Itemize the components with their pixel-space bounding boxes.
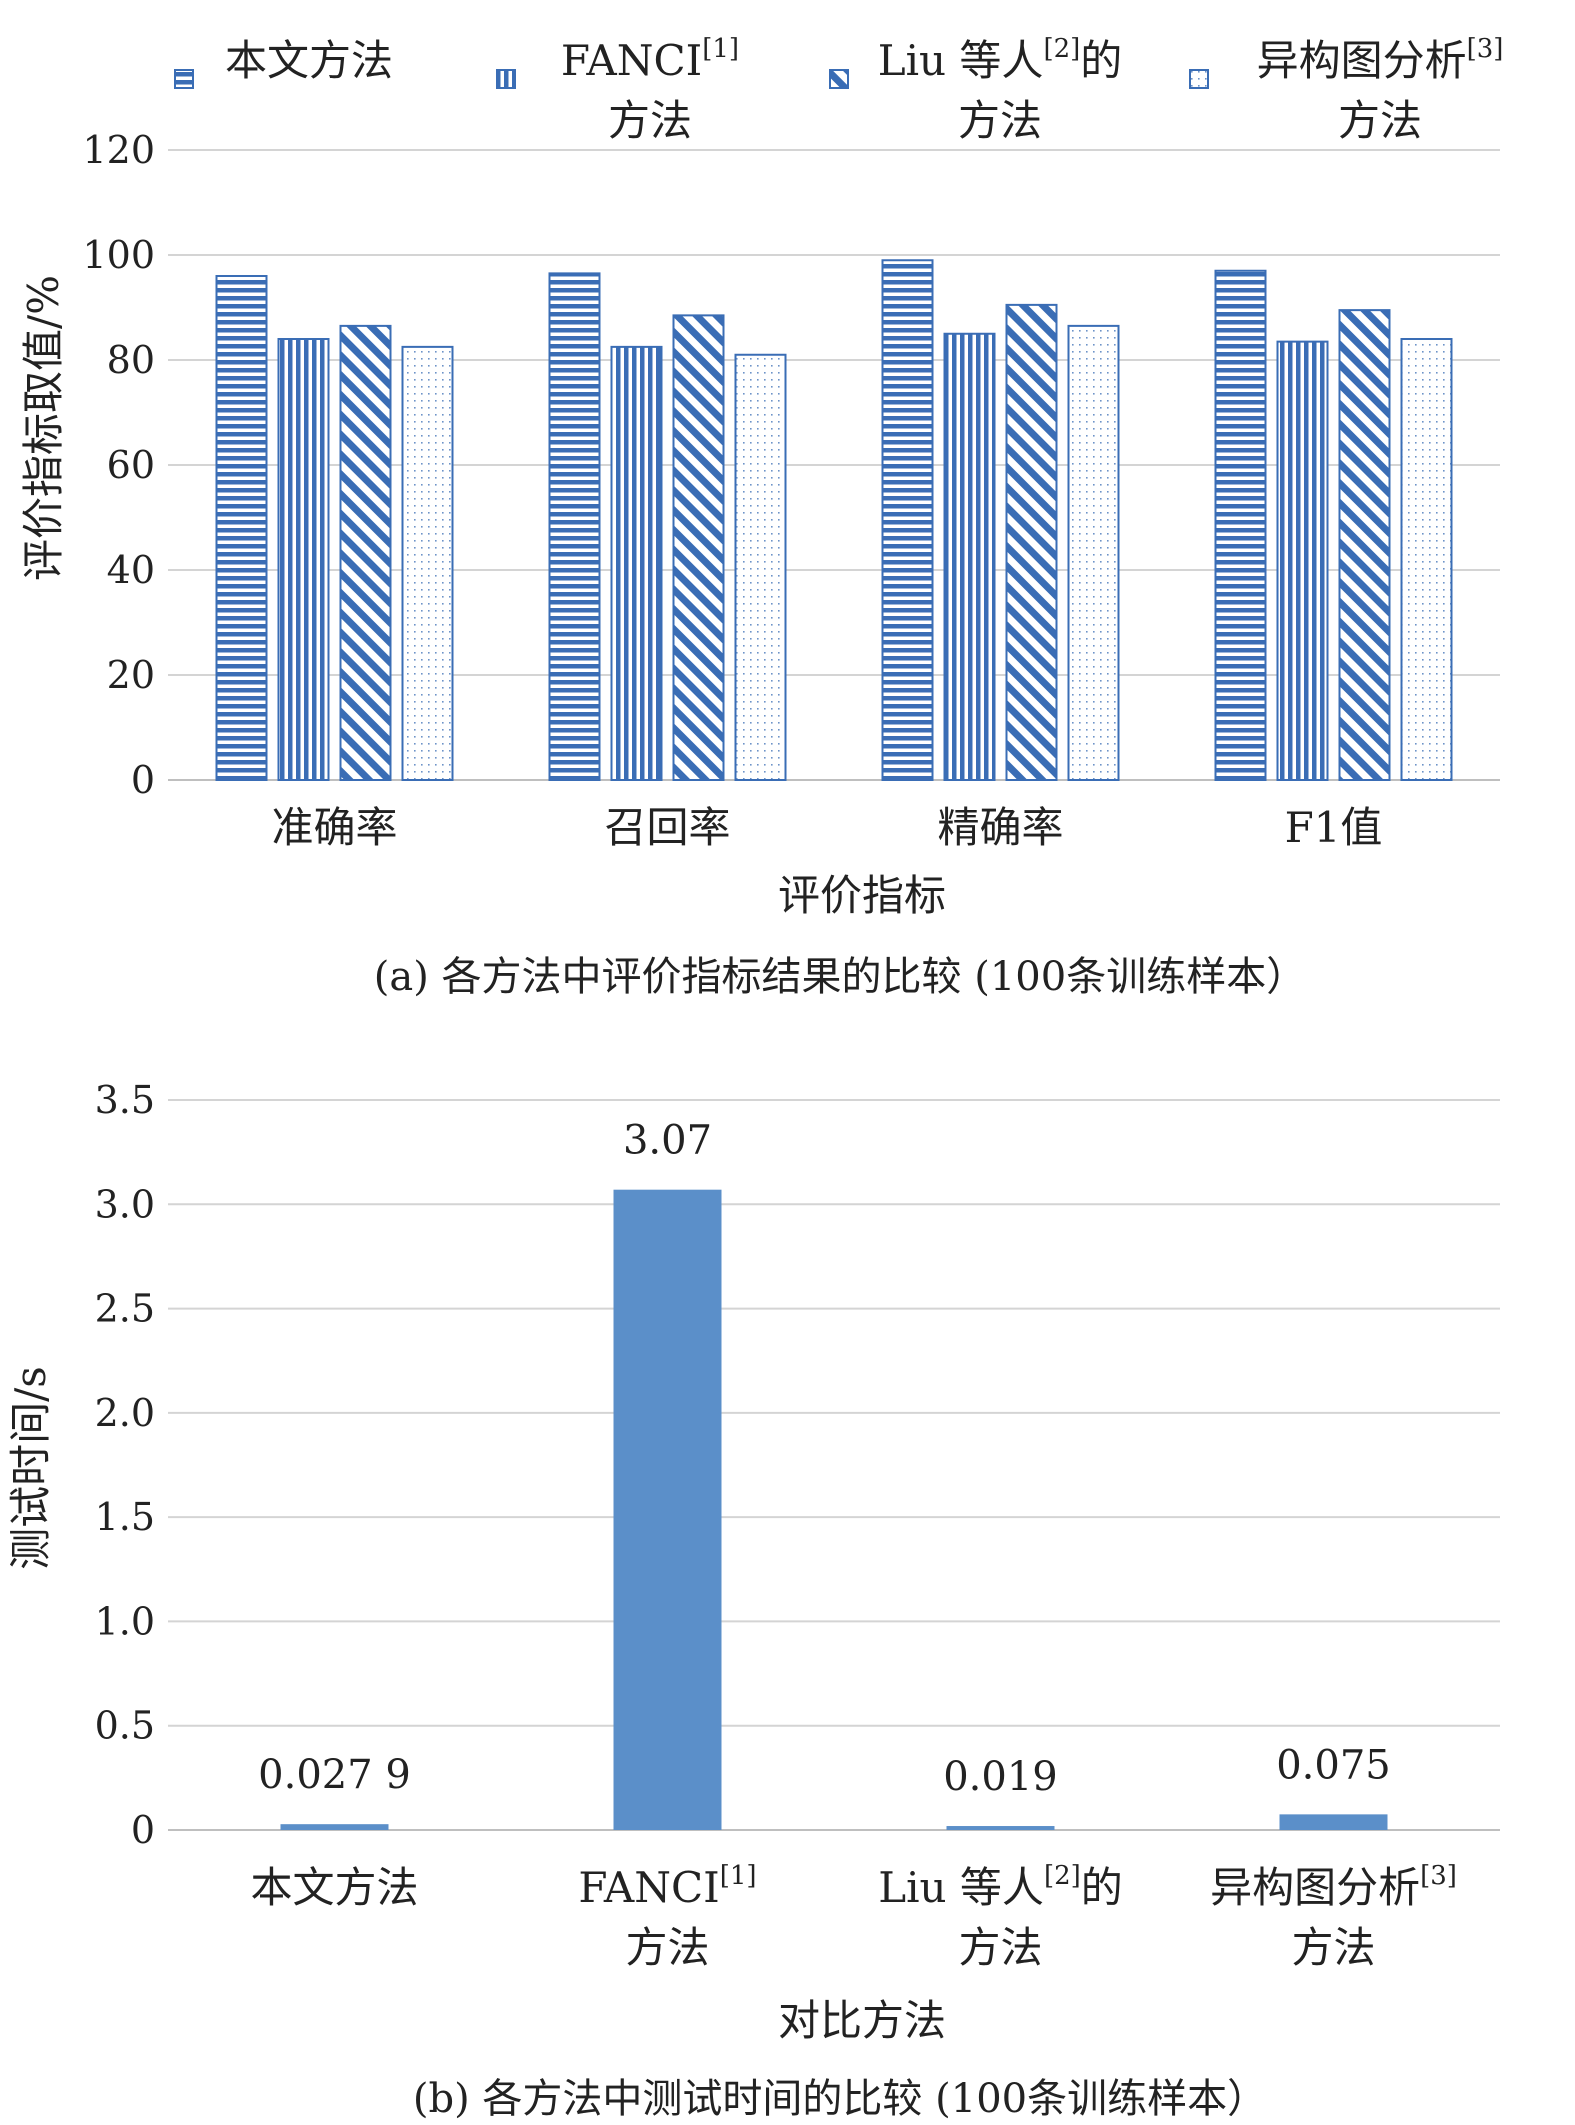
y-tick-label: 1.0 bbox=[95, 1599, 155, 1643]
x-tick-labels: 准确率 召回率 精确率 F1值 bbox=[271, 803, 1382, 852]
grid-lines bbox=[168, 1099, 1500, 1831]
data-label: 0.027 9 bbox=[258, 1752, 411, 1798]
bar-diagonal-1 bbox=[672, 314, 725, 781]
bar-horizontal-3 bbox=[1214, 269, 1267, 781]
legend-swatch-dots bbox=[1189, 69, 1209, 89]
x-tick-label: 准确率 bbox=[271, 803, 397, 852]
legend-label: 方法 bbox=[1338, 96, 1422, 145]
bars bbox=[215, 259, 1453, 781]
y-axis-title: 测试时间/s bbox=[6, 1366, 55, 1570]
x-tick-label: 异构图分析[3] bbox=[1210, 1861, 1457, 1912]
bar-vertical-2 bbox=[943, 332, 996, 781]
y-tick-label: 40 bbox=[107, 548, 155, 592]
legend-swatch-vertical bbox=[496, 69, 516, 89]
x-axis-title: 对比方法 bbox=[778, 1996, 946, 2045]
y-tick-label: 1.5 bbox=[95, 1495, 155, 1539]
bar-vertical-1 bbox=[610, 345, 663, 781]
x-tick-label: 本文方法 bbox=[250, 1863, 418, 1912]
bar-dots-3 bbox=[1400, 338, 1453, 781]
bar-horizontal-1 bbox=[548, 272, 601, 781]
caption-b: (b) 各方法中测试时间的比较 (100条训练样本） bbox=[413, 2076, 1267, 2122]
y-tick-label: 0 bbox=[131, 758, 155, 802]
y-tick-label: 20 bbox=[107, 653, 155, 697]
panel-b-time-chart: 00.51.01.52.02.53.03.5 0.027 93.070.019 0… bbox=[6, 1078, 1500, 2122]
legend-label: 方法 bbox=[608, 96, 692, 145]
x-tick-label: 召回率 bbox=[604, 803, 730, 852]
y-tick-label: 60 bbox=[107, 443, 155, 487]
bars bbox=[280, 1189, 1388, 1830]
x-tick-label: Liu 等人[2]的 bbox=[878, 1861, 1123, 1912]
legend-label: FANCI[1] bbox=[561, 34, 739, 85]
x-tick-label: 方法 bbox=[625, 1923, 709, 1972]
legend-label: 方法 bbox=[958, 96, 1042, 145]
x-tick-label: 精确率 bbox=[937, 803, 1063, 852]
y-tick-label: 2.0 bbox=[95, 1391, 155, 1435]
bar-dots-0 bbox=[401, 345, 454, 781]
y-tick-labels: 0 20 40 60 80 100 120 bbox=[82, 128, 155, 802]
bar-vertical-3 bbox=[1276, 340, 1329, 781]
legend-label: 异构图分析[3] bbox=[1257, 34, 1504, 85]
legend-swatch-diagonal bbox=[829, 69, 849, 89]
data-label: 3.07 bbox=[623, 1118, 712, 1164]
data-label: 0.019 bbox=[943, 1754, 1058, 1800]
y-axis-title: 评价指标取值/% bbox=[19, 275, 68, 581]
bar-0 bbox=[280, 1824, 389, 1830]
bar-diagonal-2 bbox=[1005, 303, 1058, 781]
bar-3 bbox=[1279, 1814, 1388, 1830]
bar-diagonal-3 bbox=[1338, 309, 1391, 781]
bar-dots-1 bbox=[734, 353, 787, 781]
bar-horizontal-2 bbox=[881, 259, 934, 781]
x-tick-label: F1值 bbox=[1285, 803, 1383, 852]
x-tick-label: FANCI[1] bbox=[578, 1861, 756, 1912]
data-label: 0.075 bbox=[1276, 1742, 1391, 1788]
bar-2 bbox=[946, 1826, 1055, 1830]
caption-a: (a) 各方法中评价指标结果的比较 (100条训练样本） bbox=[374, 954, 1306, 1000]
y-tick-label: 100 bbox=[82, 233, 155, 277]
x-tick-label: 方法 bbox=[958, 1923, 1042, 1972]
legend-swatch-horizontal bbox=[174, 69, 194, 89]
bar-vertical-0 bbox=[277, 338, 330, 781]
x-axis-title: 评价指标 bbox=[778, 871, 946, 920]
bar-horizontal-0 bbox=[215, 275, 268, 781]
y-tick-label: 80 bbox=[107, 338, 155, 382]
y-tick-label: 0 bbox=[131, 1808, 155, 1852]
data-labels: 0.027 9 3.07 0.019 0.075 bbox=[258, 1118, 1391, 1800]
legend-label: Liu 等人[2]的 bbox=[878, 34, 1123, 85]
y-tick-label: 120 bbox=[82, 128, 155, 172]
bar-diagonal-0 bbox=[339, 324, 392, 781]
x-tick-label: 方法 bbox=[1291, 1923, 1375, 1972]
bar-dots-2 bbox=[1067, 324, 1120, 781]
y-tick-label: 0.5 bbox=[95, 1704, 155, 1748]
legend-label: 本文方法 bbox=[225, 36, 393, 85]
y-tick-label: 3.0 bbox=[95, 1182, 155, 1226]
y-tick-label: 2.5 bbox=[95, 1287, 155, 1331]
y-tick-label: 3.5 bbox=[95, 1078, 155, 1122]
bar-1 bbox=[613, 1189, 722, 1830]
y-tick-labels: 0 0.5 1.0 1.5 2.0 2.5 3.0 3.5 bbox=[95, 1078, 155, 1852]
